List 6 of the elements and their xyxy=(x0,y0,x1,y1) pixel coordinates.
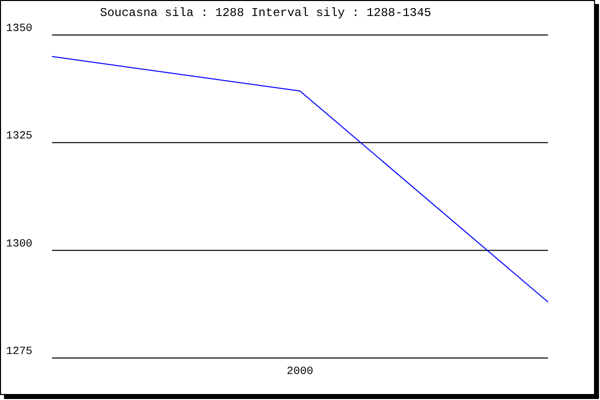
y-tick-label: 1350 xyxy=(6,23,32,35)
chart-title: Soucasna sila : 1288 Interval sily : 1288-1345 xyxy=(100,6,432,20)
y-tick-label: 1300 xyxy=(6,238,32,250)
y-tick-label: 1325 xyxy=(6,130,32,143)
y-tick-label: 1275 xyxy=(6,346,32,358)
x-tick-label: 2000 xyxy=(286,366,314,378)
